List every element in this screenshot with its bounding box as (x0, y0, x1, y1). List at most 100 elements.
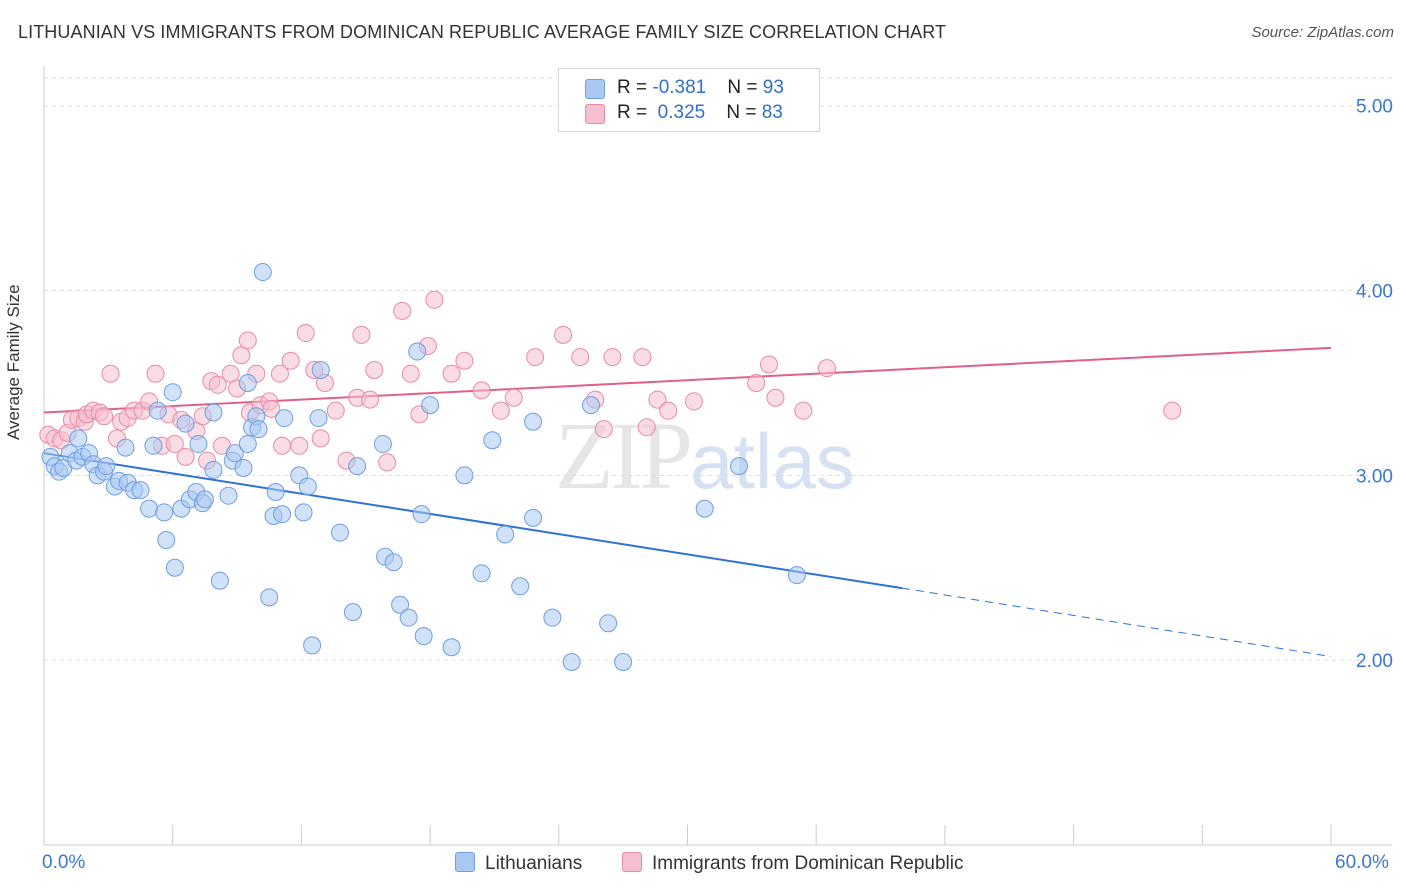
bottom-legend-label-lithuanians: Lithuanians (485, 853, 583, 874)
data-point-dominican (352, 325, 371, 344)
data-point-lithuanian (204, 460, 223, 479)
data-point-dominican (393, 301, 412, 320)
points-dominican (39, 290, 1182, 472)
legend-r-value: -0.381 (652, 77, 707, 98)
data-point-dominican (766, 388, 785, 407)
data-point-lithuanian (165, 558, 184, 577)
data-point-dominican (571, 348, 590, 367)
data-point-lithuanian (303, 636, 322, 655)
data-point-dominican (176, 447, 195, 466)
data-point-lithuanian (210, 571, 229, 590)
legend-r-value: 0.325 (652, 102, 706, 123)
data-point-lithuanian (496, 525, 515, 544)
data-point-lithuanian (524, 412, 543, 431)
y-tick-label: 5.00 (1356, 97, 1393, 118)
data-point-dominican (270, 364, 289, 383)
data-point-dominican (472, 381, 491, 400)
data-point-lithuanian (511, 577, 530, 596)
data-point-lithuanian (116, 438, 135, 457)
bottom-legend-lithuanians: Lithuanians (455, 852, 582, 875)
data-point-lithuanian (309, 409, 328, 428)
data-point-lithuanian (219, 486, 238, 505)
data-point-dominican (425, 290, 444, 309)
watermark-zip: ZIP (555, 402, 693, 509)
data-point-lithuanian (234, 458, 253, 477)
data-point-lithuanian (131, 481, 150, 500)
data-point-lithuanian (225, 444, 244, 463)
data-point-dominican (311, 429, 330, 448)
data-point-dominican (365, 361, 384, 380)
data-point-lithuanian (176, 414, 195, 433)
data-point-dominican (442, 364, 461, 383)
data-point-lithuanian (343, 603, 362, 622)
data-point-dominican (101, 364, 120, 383)
correlation-legend: R = -0.381 N = 93 R = 0.325 N = 83 (558, 68, 820, 132)
data-point-lithuanian (348, 457, 367, 476)
data-point-dominican (1163, 401, 1182, 420)
x-tick-label-max: 60.0% (1335, 852, 1389, 873)
data-point-dominican (817, 359, 836, 378)
y-tick-label: 4.00 (1356, 282, 1393, 303)
data-point-lithuanian (260, 588, 279, 607)
data-point-lithuanian (472, 564, 491, 583)
data-point-dominican (378, 453, 397, 472)
data-point-dominican (401, 364, 420, 383)
source-label: Source: ZipAtlas.com (1251, 24, 1394, 41)
data-point-dominican (146, 364, 165, 383)
data-point-lithuanian (599, 614, 618, 633)
trend-line-lithuanians (43, 452, 1332, 657)
data-point-dominican (281, 351, 300, 370)
data-point-lithuanian (483, 431, 502, 450)
data-point-lithuanian (148, 401, 167, 420)
y-tick-label: 3.00 (1356, 466, 1393, 487)
data-point-lithuanian (311, 361, 330, 380)
data-point-lithuanian (331, 523, 350, 542)
data-point-dominican (504, 388, 523, 407)
data-point-lithuanian (163, 383, 182, 402)
data-point-dominican (208, 375, 227, 394)
bottom-legend-dominican: Immigrants from Dominican Republic (622, 852, 964, 875)
data-point-lithuanian (140, 499, 159, 518)
data-point-dominican (637, 418, 656, 437)
data-point-lithuanian (373, 434, 392, 453)
data-point-lithuanian (238, 373, 257, 392)
trend-line-solid (43, 452, 903, 590)
data-point-lithuanian (238, 434, 257, 453)
bottom-legend-swatch-pink (622, 852, 642, 872)
data-point-dominican (794, 401, 813, 420)
data-point-lithuanian (69, 429, 88, 448)
data-point-dominican (603, 348, 622, 367)
data-point-dominican (648, 390, 667, 409)
data-point-dominican (491, 401, 510, 420)
y-axis-label: Average Family Size (4, 284, 23, 440)
y-tick-labels: 2.00 3.00 4.00 5.00 (1356, 97, 1393, 672)
data-point-lithuanian (157, 531, 176, 550)
data-point-dominican (238, 331, 257, 350)
data-point-lithuanian (524, 508, 543, 527)
data-point-dominican (684, 392, 703, 411)
watermark-atlas: atlas (690, 417, 855, 505)
bottom-legend-swatch-blue (455, 852, 475, 872)
data-point-lithuanian (97, 457, 116, 476)
data-point-dominican (262, 399, 281, 418)
data-point-dominican (633, 348, 652, 367)
data-point-dominican (326, 401, 345, 420)
legend-n-value: 93 (762, 77, 784, 98)
data-point-lithuanian (298, 477, 317, 496)
data-point-lithuanian (253, 263, 272, 282)
data-point-lithuanian (614, 653, 633, 672)
trend-line-dashed (901, 587, 1332, 657)
data-point-lithuanian (249, 420, 268, 439)
data-point-lithuanian (155, 503, 174, 522)
data-point-dominican (554, 325, 573, 344)
data-point-dominican (747, 373, 766, 392)
bottom-legend-label-dominican: Immigrants from Dominican Republic (652, 853, 964, 874)
data-point-dominican (296, 324, 315, 343)
data-point-lithuanian (455, 466, 474, 485)
data-point-lithuanian (189, 434, 208, 453)
data-point-lithuanian (543, 608, 562, 627)
data-point-lithuanian (273, 505, 292, 524)
data-point-dominican (659, 401, 678, 420)
data-point-lithuanian (412, 505, 431, 524)
